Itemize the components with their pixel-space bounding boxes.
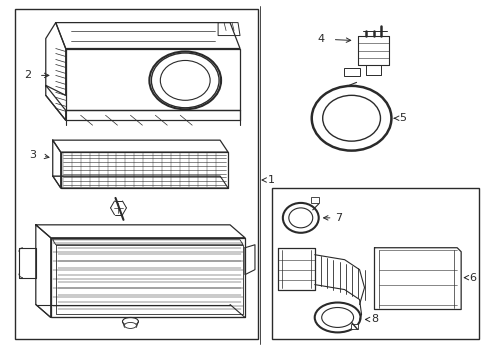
Ellipse shape: [282, 203, 318, 233]
Ellipse shape: [321, 307, 353, 328]
Bar: [15, 9, 258, 339]
Bar: [271, 188, 478, 339]
Text: 3: 3: [29, 150, 36, 160]
Ellipse shape: [322, 95, 380, 141]
Ellipse shape: [288, 208, 312, 228]
Ellipse shape: [124, 323, 136, 328]
Bar: [350, 324, 357, 329]
Text: 1: 1: [267, 175, 274, 185]
Text: 4: 4: [317, 33, 324, 44]
Text: 5: 5: [399, 113, 406, 123]
Ellipse shape: [160, 60, 210, 100]
Text: 7: 7: [334, 213, 341, 223]
Ellipse shape: [122, 318, 138, 325]
Text: 2: 2: [23, 71, 31, 80]
Text: 8: 8: [371, 314, 378, 324]
Text: 6: 6: [468, 273, 475, 283]
Ellipse shape: [314, 302, 360, 332]
Ellipse shape: [311, 86, 390, 150]
Bar: [343, 68, 359, 76]
Bar: [310, 197, 318, 203]
Ellipse shape: [151, 53, 219, 108]
